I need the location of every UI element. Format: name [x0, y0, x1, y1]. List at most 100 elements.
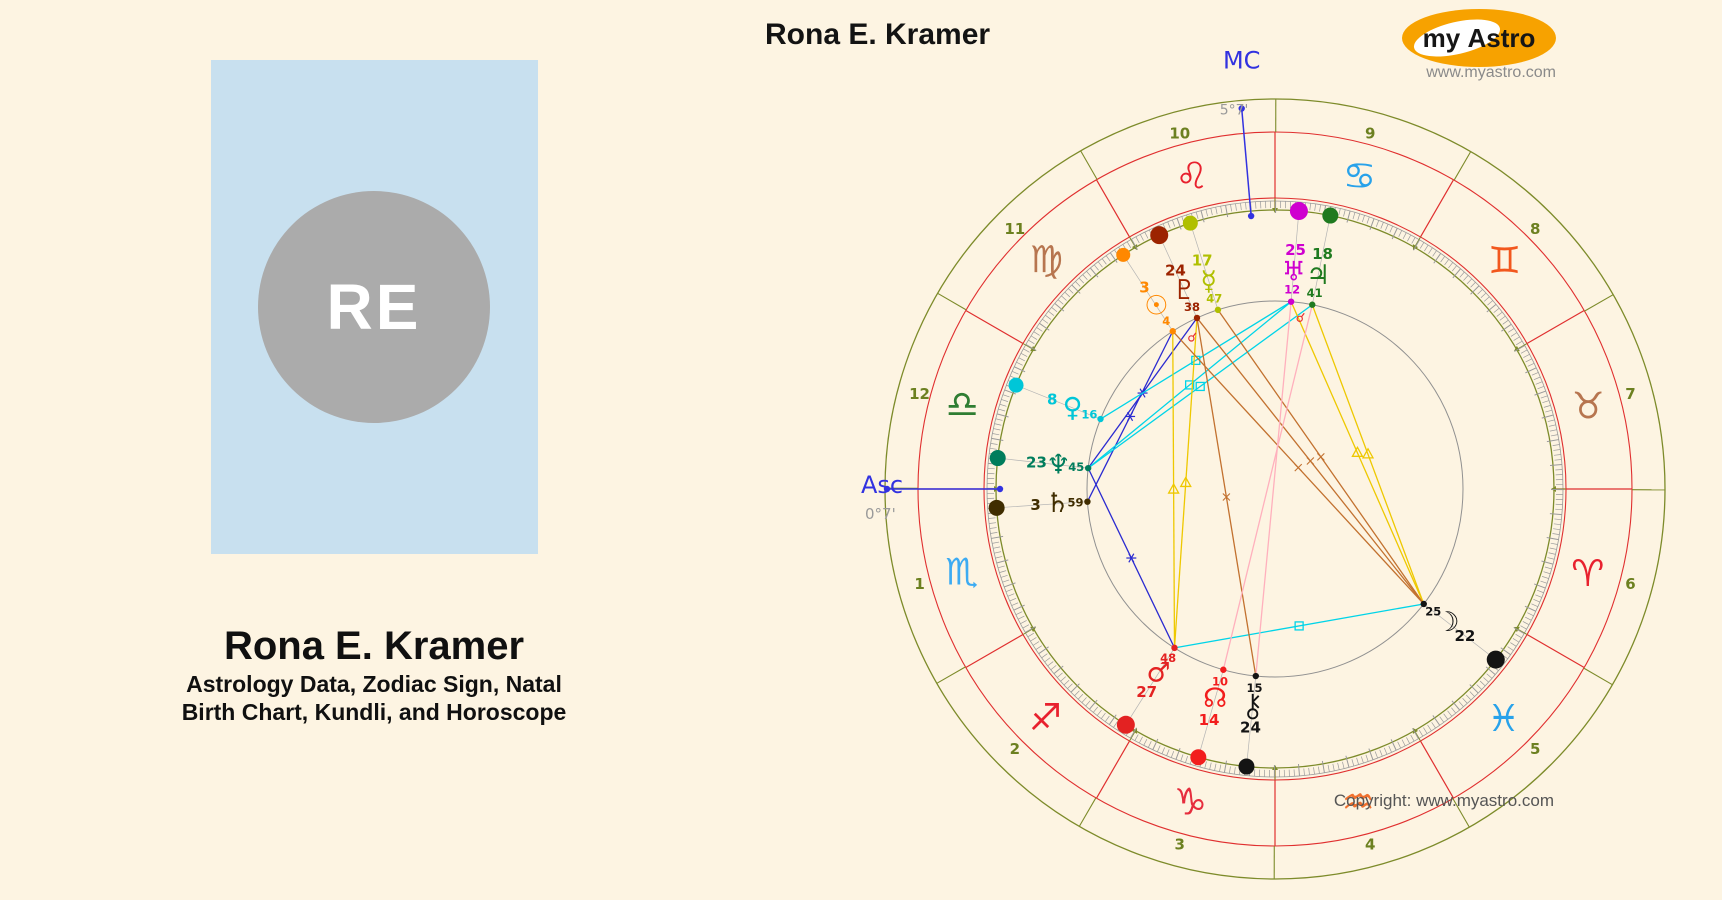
connector-line — [1015, 384, 1101, 420]
degree-tick — [1432, 715, 1441, 726]
planet-saturn: 3 ♄59 — [988, 488, 1083, 519]
degree-tick — [991, 535, 1004, 539]
degree-tick — [1533, 376, 1541, 381]
degree-tick — [1096, 709, 1102, 716]
cusp-arrowhead — [1551, 486, 1556, 492]
degree-tick — [1541, 560, 1554, 565]
aspect-endpoint-uranus — [1287, 298, 1295, 305]
degree-tick — [1501, 323, 1512, 332]
degree-tick — [1195, 211, 1199, 219]
degree-tick — [1362, 215, 1365, 223]
sign-libra-icon: ♎ — [946, 383, 979, 426]
degree-tick — [994, 423, 1002, 426]
planet-degree: 18 — [1312, 245, 1333, 263]
degree-tick — [1061, 295, 1067, 301]
connector-line — [1423, 603, 1496, 660]
degree-tick — [1101, 258, 1107, 265]
logo-text: my Astro — [1402, 9, 1556, 67]
degree-tick — [1002, 579, 1010, 583]
degree-tick — [1240, 203, 1242, 211]
cusp-arrow-stem — [1518, 343, 1528, 349]
degree-tick — [1542, 400, 1550, 404]
planet-dot-mars — [1116, 715, 1135, 734]
degree-tick — [1552, 444, 1560, 446]
degree-tick — [1152, 738, 1159, 750]
degree-tick — [1527, 362, 1535, 367]
degree-tick — [1537, 589, 1544, 594]
degree-tick — [1002, 394, 1010, 398]
degree-tick — [989, 527, 997, 529]
degree-tick — [1214, 763, 1217, 771]
degree-tick — [1533, 583, 1546, 589]
aspect-endpoint-jupiter — [1309, 301, 1316, 308]
myastro-logo[interactable]: my Astro — [1402, 9, 1556, 67]
degree-tick — [1502, 319, 1509, 325]
degree-tick — [988, 517, 996, 519]
degree-tick — [1554, 459, 1562, 461]
house-number: 2 — [1010, 740, 1020, 758]
website-link[interactable]: www.myastro.com — [1426, 64, 1556, 81]
planet-neptune: 23 ♆45 — [989, 449, 1084, 480]
degree-tick — [1543, 405, 1551, 408]
degree-tick — [1321, 760, 1325, 773]
connector-line — [997, 457, 1089, 469]
cusp-arrowhead — [1514, 345, 1520, 352]
aspect-endpoint-pluto — [1193, 314, 1201, 322]
degree-tick — [1512, 638, 1520, 643]
degree-tick — [1520, 625, 1527, 630]
house-cusp-line — [1095, 179, 1131, 238]
ring-circle — [917, 131, 1633, 847]
degree-tick — [1479, 680, 1486, 687]
house-number: 1 — [914, 575, 924, 593]
profile-name: Rona E. Kramer — [223, 624, 525, 668]
degree-tick — [1553, 528, 1561, 531]
degree-tick — [1144, 231, 1149, 239]
degree-tick — [1018, 357, 1026, 362]
copyright-text: Copyright: www.myastro.com — [1333, 791, 1554, 810]
planet-minute: 48 — [1160, 651, 1176, 665]
planet-degree: 27 — [1136, 683, 1157, 701]
degree-tick — [1366, 216, 1370, 224]
degree-tick — [1044, 657, 1051, 663]
degree-tick — [1550, 434, 1558, 437]
degree-tick — [1009, 597, 1017, 602]
degree-tick — [1045, 314, 1052, 320]
degree-tick — [1210, 208, 1213, 216]
planet-dot-jupiter — [1322, 207, 1339, 224]
degree-tick — [989, 522, 997, 524]
mc-line — [1240, 108, 1252, 217]
degree-tick — [1406, 737, 1410, 744]
degree-tick — [1020, 620, 1027, 624]
degree-tick — [1170, 751, 1175, 758]
degree-tick — [1064, 291, 1071, 298]
degree-tick — [1176, 217, 1182, 230]
degree-tick — [1131, 239, 1138, 250]
degree-tick — [1048, 310, 1055, 316]
degree-tick — [1523, 354, 1530, 358]
connector-line — [1290, 210, 1300, 302]
asc-degree: 0°7' — [865, 505, 896, 523]
degree-tick — [1548, 552, 1556, 555]
degree-tick — [1407, 234, 1412, 242]
planet-moon: 22☽25 — [1425, 604, 1505, 669]
degree-tick — [1448, 262, 1454, 269]
aspect-square — [1087, 301, 1292, 469]
planet-uranus: 25♅12 — [1282, 202, 1308, 297]
uranus-icon: ♅ — [1282, 256, 1306, 287]
house-cusps — [918, 132, 1632, 846]
square-mark — [1195, 381, 1205, 392]
degree-tick — [1534, 390, 1547, 396]
sign-boundary-line — [1584, 294, 1614, 312]
degree-tick — [1541, 576, 1549, 579]
planet-chiron: 24 15 — [1238, 681, 1263, 775]
sign-aries-icon: ♈ — [1571, 552, 1604, 595]
degree-tick — [1309, 203, 1312, 211]
degree-tick — [1466, 278, 1473, 285]
degree-tick — [1513, 627, 1525, 634]
aspect-trine — [1172, 331, 1176, 648]
degree-tick — [1379, 749, 1383, 757]
planet-dot-chiron — [1238, 758, 1255, 775]
trine-mark — [1179, 476, 1192, 488]
